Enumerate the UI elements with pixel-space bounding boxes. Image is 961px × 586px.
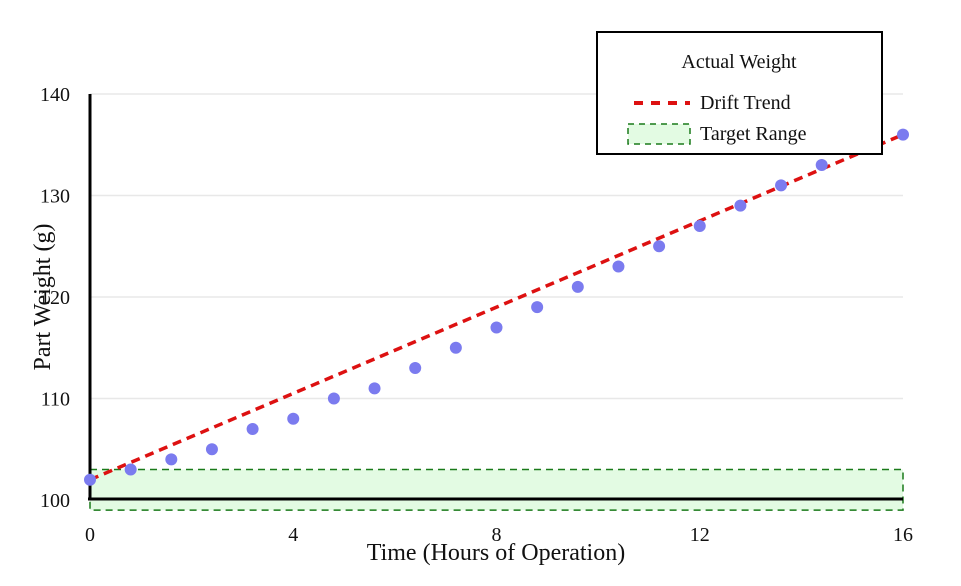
- y-tick-label: 110: [41, 389, 70, 411]
- data-point: [815, 159, 828, 172]
- legend: Actual Weight Drift Trend Target Range: [596, 31, 883, 155]
- drift-trend-layer: [89, 132, 904, 482]
- data-point: [571, 280, 584, 293]
- data-point: [409, 362, 422, 375]
- axes: [88, 94, 903, 501]
- drift-trend-line: [89, 132, 904, 482]
- x-tick-label: 4: [288, 524, 298, 546]
- data-point: [734, 199, 747, 212]
- legend-label-actual-weight: Actual Weight: [681, 51, 797, 73]
- target-range-layer: [89, 468, 904, 511]
- y-tick-label: 140: [40, 84, 70, 106]
- y-tick-label: 130: [40, 186, 70, 208]
- x-tick-label: 0: [85, 524, 95, 546]
- data-point: [531, 301, 544, 314]
- data-point: [449, 341, 462, 354]
- data-point: [653, 240, 666, 253]
- legend-label-drift-trend: Drift Trend: [700, 92, 791, 114]
- x-axis-title: Time (Hours of Operation): [367, 540, 625, 566]
- y-axis-title: Part Weight (g): [30, 224, 56, 371]
- x-tick-label: 16: [893, 524, 913, 546]
- data-point: [246, 422, 259, 435]
- y-tick-label: 120: [40, 287, 70, 309]
- data-point: [775, 179, 788, 192]
- legend-label-target-range: Target Range: [700, 123, 807, 145]
- data-point: [368, 382, 381, 395]
- data-point: [490, 321, 503, 334]
- y-tick-labels: 100 110 120 130 140: [40, 84, 70, 512]
- y-tick-label: 100: [40, 490, 70, 512]
- data-point: [897, 128, 909, 141]
- actual-weight-layer: [84, 128, 909, 486]
- data-point: [327, 392, 340, 405]
- data-point: [287, 412, 300, 425]
- legend-swatch-target-range: [627, 123, 691, 145]
- x-tick-labels: 0 4 8 12 16: [85, 524, 913, 546]
- data-point: [84, 473, 96, 486]
- x-tick-label: 8: [492, 524, 502, 546]
- data-point: [693, 219, 706, 232]
- data-point: [612, 260, 625, 273]
- data-point: [124, 463, 137, 476]
- x-tick-label: 12: [690, 524, 710, 546]
- data-point: [165, 453, 178, 466]
- target-range-band: [89, 468, 904, 511]
- data-point: [205, 443, 218, 456]
